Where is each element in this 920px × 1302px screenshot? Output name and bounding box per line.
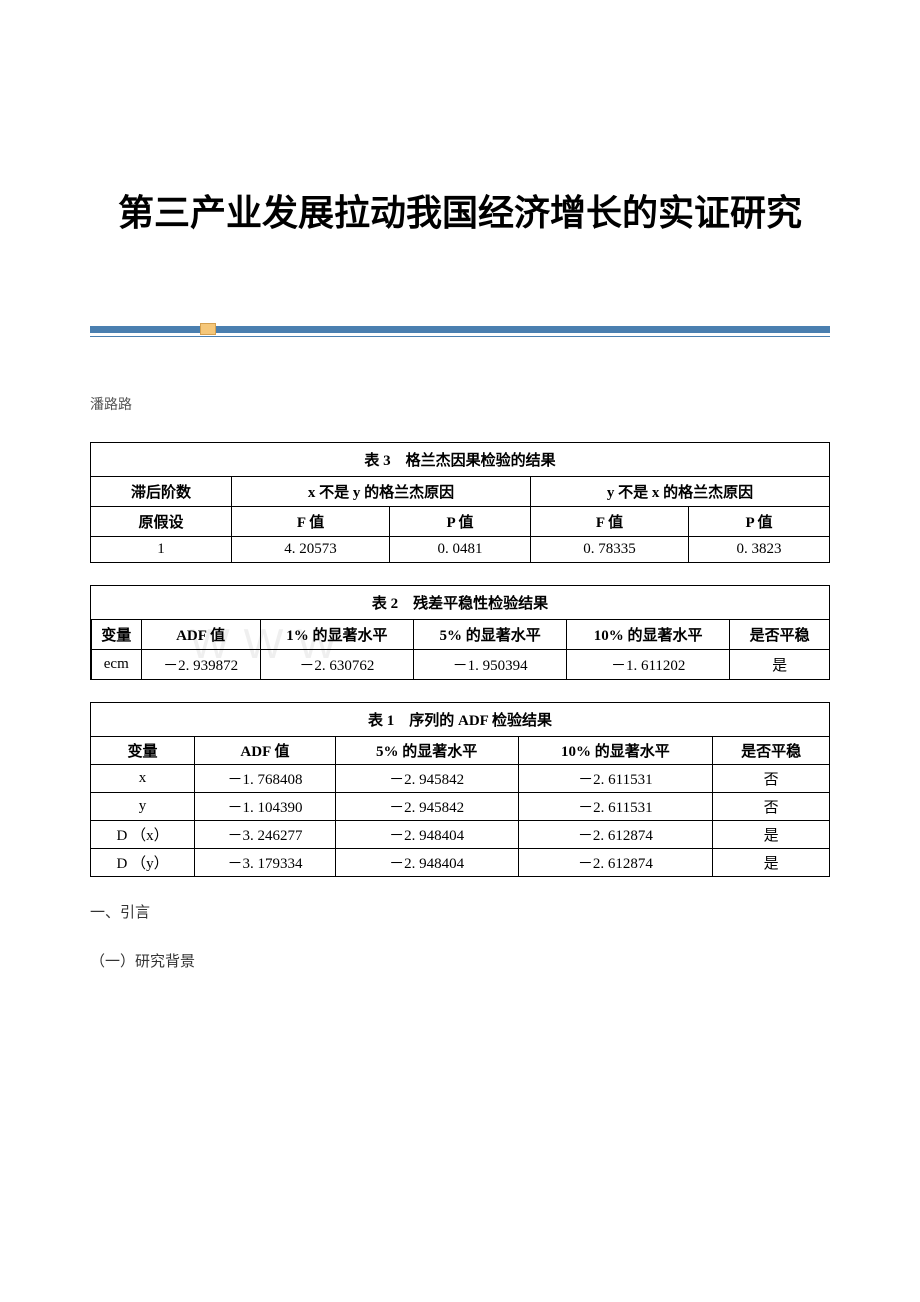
table-row: 滞后阶数 x 不是 y 的格兰杰原因 y 不是 x 的格兰杰原因 <box>91 477 830 507</box>
table-row: 1 4. 20573 0. 0481 0. 78335 0. 3823 <box>91 537 830 563</box>
table-cell: －1. 611202 <box>567 650 730 680</box>
table-1-caption: 表 1 序列的 ADF 检验结果 <box>90 702 830 736</box>
table-cell: 1 <box>91 537 232 563</box>
table-2-caption: 表 2 残差平稳性检验结果 <box>90 585 830 619</box>
subsection-1-heading: （一）研究背景 <box>90 950 830 971</box>
adf-test-table: 表 1 序列的 ADF 检验结果 变量 ADF 值 5% 的显著水平 10% 的… <box>90 702 830 877</box>
table-cell: －3. 246277 <box>195 821 336 849</box>
table-header: P 值 <box>689 507 830 537</box>
table-header: 原假设 <box>91 507 232 537</box>
document-title: 第三产业发展拉动我国经济增长的实证研究 <box>90 170 830 256</box>
residual-stationarity-table: 表 2 残差平稳性检验结果 变量 ADF 值 1% 的显著水平 5% 的显著水平… <box>90 585 830 680</box>
table-header: y 不是 x 的格兰杰原因 <box>531 477 830 507</box>
table-1-container: 表 1 序列的 ADF 检验结果 变量 ADF 值 5% 的显著水平 10% 的… <box>90 702 830 877</box>
table-header: 1% 的显著水平 <box>260 620 413 650</box>
table-cell: －2. 948404 <box>335 821 518 849</box>
table-header: ADF 值 <box>195 737 336 765</box>
table-cell: －2. 939872 <box>141 650 260 680</box>
table-header: F 值 <box>232 507 390 537</box>
section-divider <box>90 326 830 334</box>
table-cell: －2. 945842 <box>335 765 518 793</box>
table-3-caption: 表 3 格兰杰因果检验的结果 <box>90 442 830 476</box>
table-header: F 值 <box>531 507 689 537</box>
table-cell: 4. 20573 <box>232 537 390 563</box>
table-cell: －2. 612874 <box>518 849 713 877</box>
table-cell: 否 <box>713 793 830 821</box>
table-cell: D （y） <box>91 849 195 877</box>
table-cell: 否 <box>713 765 830 793</box>
table-header: ADF 值 <box>141 620 260 650</box>
table-cell: －2. 945842 <box>335 793 518 821</box>
table-header: 滞后阶数 <box>91 477 232 507</box>
section-1-heading: 一、引言 <box>90 901 830 922</box>
table-header: 10% 的显著水平 <box>567 620 730 650</box>
table-header: 是否平稳 <box>730 620 830 650</box>
table-cell: －2. 611531 <box>518 793 713 821</box>
table-cell: x <box>91 765 195 793</box>
table-header: 10% 的显著水平 <box>518 737 713 765</box>
table-row: x －1. 768408 －2. 945842 －2. 611531 否 <box>91 765 830 793</box>
table-cell: y <box>91 793 195 821</box>
table-header: 是否平稳 <box>713 737 830 765</box>
table-cell: －2. 630762 <box>260 650 413 680</box>
table-row: 变量 ADF 值 1% 的显著水平 5% 的显著水平 10% 的显著水平 是否平… <box>91 620 830 650</box>
table-cell: －1. 768408 <box>195 765 336 793</box>
table-header: 变量 <box>91 620 141 650</box>
table-cell: 0. 0481 <box>390 537 531 563</box>
table-cell: －1. 104390 <box>195 793 336 821</box>
table-2-container: 表 2 残差平稳性检验结果 变量 ADF 值 1% 的显著水平 5% 的显著水平… <box>90 585 830 680</box>
table-cell: －2. 611531 <box>518 765 713 793</box>
table-cell: D （x） <box>91 821 195 849</box>
table-cell: －1. 950394 <box>413 650 566 680</box>
table-cell: －2. 612874 <box>518 821 713 849</box>
table-cell: 0. 3823 <box>689 537 830 563</box>
table-row: D （x） －3. 246277 －2. 948404 －2. 612874 是 <box>91 821 830 849</box>
table-cell: 是 <box>713 821 830 849</box>
table-header: 5% 的显著水平 <box>413 620 566 650</box>
table-header: 变量 <box>91 737 195 765</box>
table-cell: 0. 78335 <box>531 537 689 563</box>
table-cell: －3. 179334 <box>195 849 336 877</box>
table-row: 原假设 F 值 P 值 F 值 P 值 <box>91 507 830 537</box>
table-row: y －1. 104390 －2. 945842 －2. 611531 否 <box>91 793 830 821</box>
author-name: 潘路路 <box>90 394 830 414</box>
table-cell: 是 <box>730 650 830 680</box>
table-3-container: 表 3 格兰杰因果检验的结果 滞后阶数 x 不是 y 的格兰杰原因 y 不是 x… <box>90 442 830 563</box>
table-header: P 值 <box>390 507 531 537</box>
table-cell: －2. 948404 <box>335 849 518 877</box>
table-cell: 是 <box>713 849 830 877</box>
table-row: 变量 ADF 值 5% 的显著水平 10% 的显著水平 是否平稳 <box>91 737 830 765</box>
table-header: 5% 的显著水平 <box>335 737 518 765</box>
table-row: ecm －2. 939872 －2. 630762 －1. 950394 －1.… <box>91 650 830 680</box>
granger-causality-table: 表 3 格兰杰因果检验的结果 滞后阶数 x 不是 y 的格兰杰原因 y 不是 x… <box>90 442 830 563</box>
table-row: D （y） －3. 179334 －2. 948404 －2. 612874 是 <box>91 849 830 877</box>
table-cell: ecm <box>91 650 141 680</box>
table-header: x 不是 y 的格兰杰原因 <box>232 477 531 507</box>
